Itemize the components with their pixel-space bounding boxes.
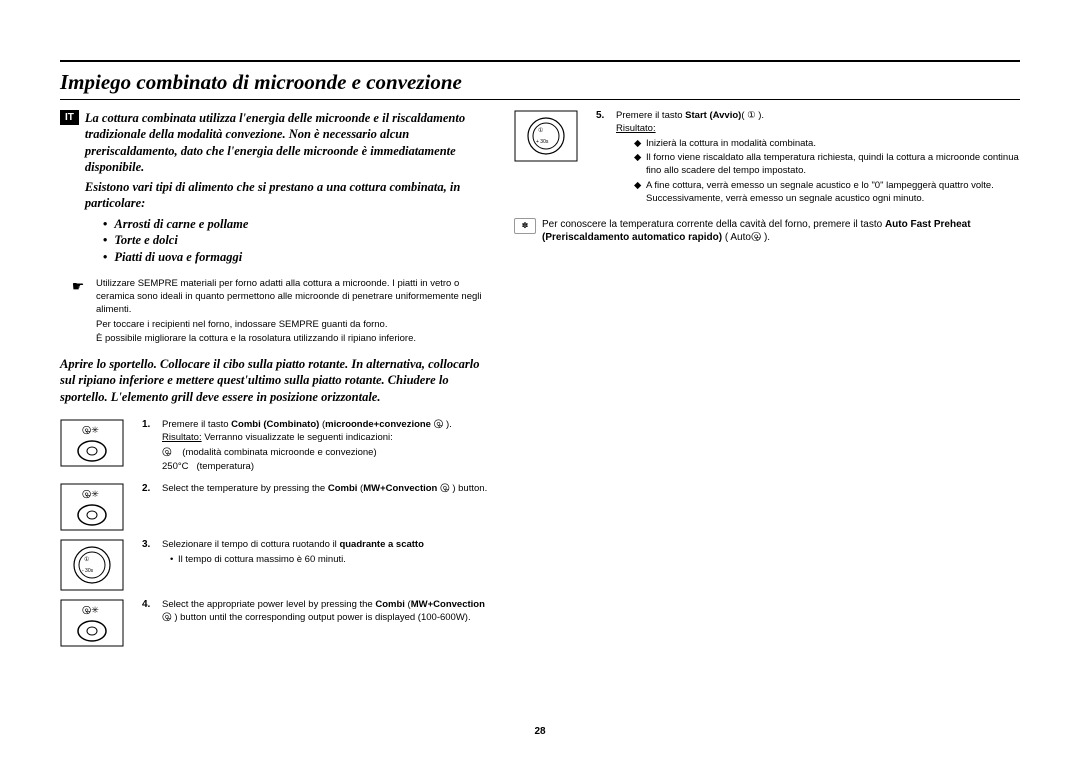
food-item: Arrosti di carne e pollame <box>115 216 490 233</box>
svg-text:①: ① <box>538 127 543 134</box>
result-label: Risultato: <box>616 123 656 134</box>
result-item: Il forno viene riscaldato alla temperatu… <box>634 152 1020 178</box>
step-3: ① - 30s 3. Selezionare il tempo di cottur… <box>60 539 490 591</box>
note-line: Per toccare i recipienti nel forno, indo… <box>96 319 490 332</box>
step-5: ① + 30s 5. Premere il tasto Start (Avvio)… <box>514 110 1020 208</box>
oven-panel-icon: 🝿✳ <box>60 419 134 467</box>
instruction-paragraph: Aprire lo sportello. Collocare il cibo s… <box>60 356 490 405</box>
result-list: Inizierà la cottura in modalità combinat… <box>634 138 1020 206</box>
food-item: Torte e dolci <box>115 232 490 249</box>
pointing-hand-icon: ☛ <box>60 278 96 348</box>
svg-text:🝿✳: 🝿✳ <box>82 605 99 615</box>
oven-panel-icon: 🝿✳ <box>60 599 134 647</box>
step-body: Premere il tasto Start (Avvio)( ① ). Ris… <box>616 110 1020 208</box>
page-number: 28 <box>0 726 1080 737</box>
asterisk-icon: ✽ <box>514 218 536 234</box>
step-number: 1. <box>142 419 162 430</box>
title-rule <box>60 99 1020 100</box>
result-label: Risultato: <box>162 432 202 443</box>
svg-text:①: ① <box>84 556 89 563</box>
tip-block: ✽ Per conoscere la temperatura corrente … <box>514 218 1020 245</box>
left-column: IT La cottura combinata utilizza l'energ… <box>60 110 490 655</box>
step-number: 2. <box>142 483 162 494</box>
oven-panel-icon: 🝿✳ <box>60 483 134 531</box>
note-line: È possibile migliorare la cottura e la r… <box>96 333 490 346</box>
step-number: 3. <box>142 539 162 550</box>
result-item: A fine cottura, verrà emesso un segnale … <box>634 180 1020 206</box>
svg-text:🝿✳: 🝿✳ <box>82 425 99 435</box>
intro-p1: La cottura combinata utilizza l'energia … <box>85 110 490 175</box>
food-list: Arrosti di carne e pollame Torte e dolci… <box>115 216 490 267</box>
svg-text:- 30s: - 30s <box>82 568 94 574</box>
top-rule <box>60 60 1020 62</box>
svg-text:🝿✳: 🝿✳ <box>82 489 99 499</box>
section-title: Impiego combinato di microonde e convezi… <box>60 70 1020 95</box>
step-4: 🝿✳ 4. Select the appropriate power level… <box>60 599 490 647</box>
step-1: 🝿✳ 1. Premere il tasto Combi (Combinato)… <box>60 419 490 475</box>
svg-text:+ 30s: + 30s <box>536 139 549 145</box>
right-column: ① + 30s 5. Premere il tasto Start (Avvio)… <box>514 110 1020 655</box>
step-body: Selezionare il tempo di cottura ruotando… <box>162 539 490 567</box>
step-number: 5. <box>596 110 616 208</box>
step-number: 4. <box>142 599 162 610</box>
step-body: Premere il tasto Combi (Combinato) (micr… <box>162 419 490 475</box>
note-text: Utilizzare SEMPRE materiali per forno ad… <box>96 278 490 348</box>
intro-text: La cottura combinata utilizza l'energia … <box>85 110 490 272</box>
step-2: 🝿✳ 2. Select the temperature by pressing… <box>60 483 490 531</box>
food-item: Piatti di uova e formaggi <box>115 249 490 266</box>
step-body: Select the temperature by pressing the C… <box>162 483 490 496</box>
language-badge: IT <box>60 110 79 125</box>
dial-icon: ① + 30s <box>514 110 588 167</box>
tip-text: Per conoscere la temperatura corrente de… <box>542 218 1020 245</box>
note-line: Utilizzare SEMPRE materiali per forno ad… <box>96 278 490 316</box>
result-item: Inizierà la cottura in modalità combinat… <box>634 138 1020 151</box>
intro-p2: Esistono vari tipi di alimento che si pr… <box>85 179 490 212</box>
step-sub-bullet: Il tempo di cottura massimo è 60 minuti. <box>170 554 490 567</box>
dial-icon: ① - 30s <box>60 539 134 591</box>
step-body: Select the appropriate power level by pr… <box>162 599 490 625</box>
